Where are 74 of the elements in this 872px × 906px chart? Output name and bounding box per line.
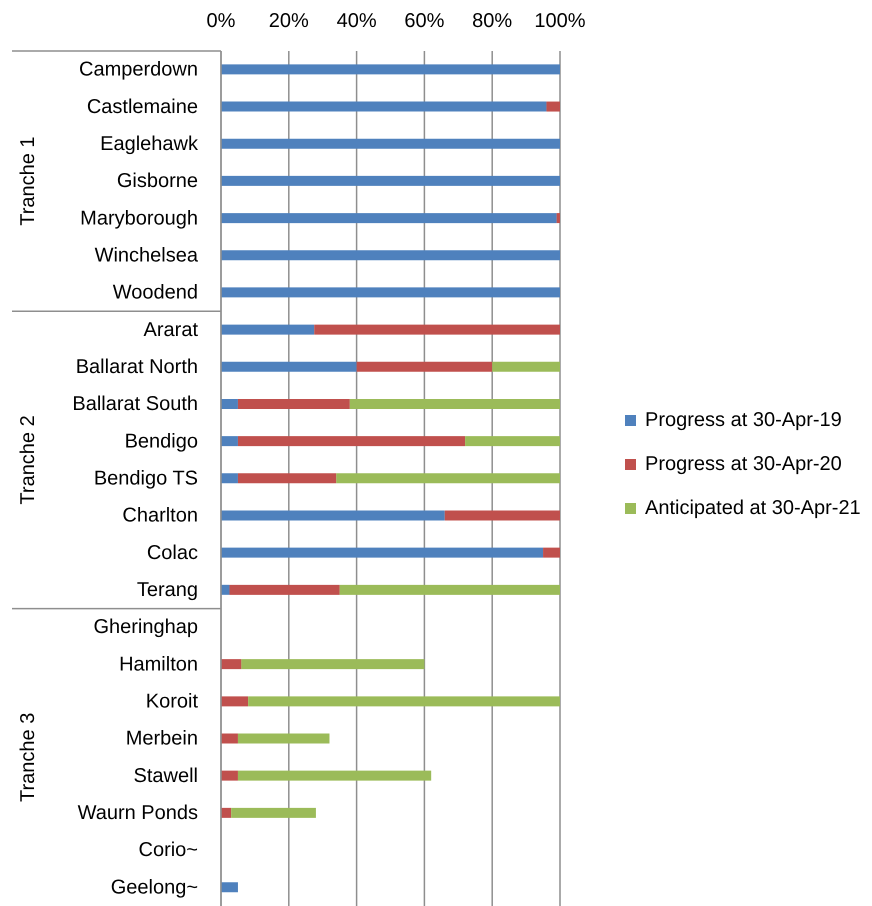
y-tick-label: Bendigo — [124, 430, 198, 452]
y-tick-label: Stawell — [134, 764, 198, 787]
bar — [221, 324, 314, 335]
bar — [221, 770, 238, 781]
y-tick-label: Woodend — [112, 282, 198, 304]
bar — [492, 362, 560, 372]
bar — [350, 398, 560, 409]
bar — [314, 324, 560, 335]
bar — [221, 398, 238, 409]
y-tick-label: Geelong~ — [110, 876, 198, 898]
bar — [238, 734, 330, 744]
bar — [336, 473, 560, 484]
bar — [238, 436, 466, 446]
bar — [356, 362, 492, 372]
y-tick-label: Bendigo TS — [94, 468, 198, 490]
y-tick-label: Eaglehawk — [100, 132, 199, 155]
bar — [221, 659, 242, 670]
bar — [221, 436, 238, 446]
x-tick-label: 100% — [534, 10, 586, 32]
bar — [221, 213, 557, 224]
text: Tranche 1 — [17, 136, 39, 226]
y-tick-label: Corio~ — [138, 839, 198, 862]
bar — [444, 510, 560, 520]
bar — [221, 510, 445, 520]
y-tick-label: Colac — [146, 542, 198, 564]
bar — [465, 436, 560, 446]
y-tick-label: Charlton — [122, 504, 198, 527]
y-tick-label: Castlemaine — [86, 96, 198, 118]
bar — [556, 213, 560, 224]
x-tick-label: 40% — [336, 10, 377, 32]
y-tick-label: Winchelsea — [94, 244, 199, 266]
bar — [221, 734, 238, 744]
x-tick-label: 20% — [268, 10, 310, 32]
y-tick-label: Maryborough — [80, 207, 198, 230]
bar — [241, 659, 424, 670]
bar — [238, 398, 350, 409]
y-tick-label: Ballarat South — [72, 393, 198, 416]
y-tick-label: Ballarat North — [76, 356, 198, 378]
y-tick-label: Ararat — [144, 318, 198, 341]
bar — [221, 696, 248, 706]
text: Tranche 3 — [17, 712, 39, 802]
legend-label: Progress at 30-Apr-20 — [645, 452, 842, 476]
bar — [221, 250, 560, 260]
bar — [221, 176, 560, 186]
bar — [231, 808, 316, 818]
x-tick-label: 60% — [404, 10, 445, 32]
bar — [221, 882, 238, 892]
x-tick-label: 0% — [206, 10, 236, 32]
text: Tranche 2 — [17, 415, 39, 505]
y-tick-label: Camperdown — [79, 58, 198, 81]
y-tick-label: Merbein — [126, 728, 198, 750]
y-tick-label: Waurn Ponds — [78, 802, 198, 824]
y-tick-label: Koroit — [146, 690, 198, 713]
bar — [221, 548, 544, 558]
bar — [546, 102, 560, 112]
bar — [221, 64, 560, 74]
bar — [221, 473, 238, 484]
bar — [340, 584, 560, 595]
bar — [221, 138, 560, 149]
bar — [238, 473, 336, 484]
bar — [543, 548, 560, 558]
y-tick-label: Gheringhap — [93, 616, 198, 638]
y-tick-label: Hamilton — [119, 653, 198, 676]
bar — [238, 770, 432, 781]
legend-label: Anticipated at 30-Apr-21 — [645, 496, 861, 520]
bar — [221, 102, 546, 112]
bar — [221, 362, 357, 372]
bar — [221, 287, 560, 298]
x-tick-label: 80% — [472, 10, 512, 32]
legend-label: Progress at 30-Apr-19 — [645, 408, 842, 432]
y-tick-label: Terang — [136, 579, 198, 602]
bar — [248, 696, 560, 706]
bar — [229, 584, 340, 595]
y-tick-label: Gisborne — [116, 170, 198, 192]
